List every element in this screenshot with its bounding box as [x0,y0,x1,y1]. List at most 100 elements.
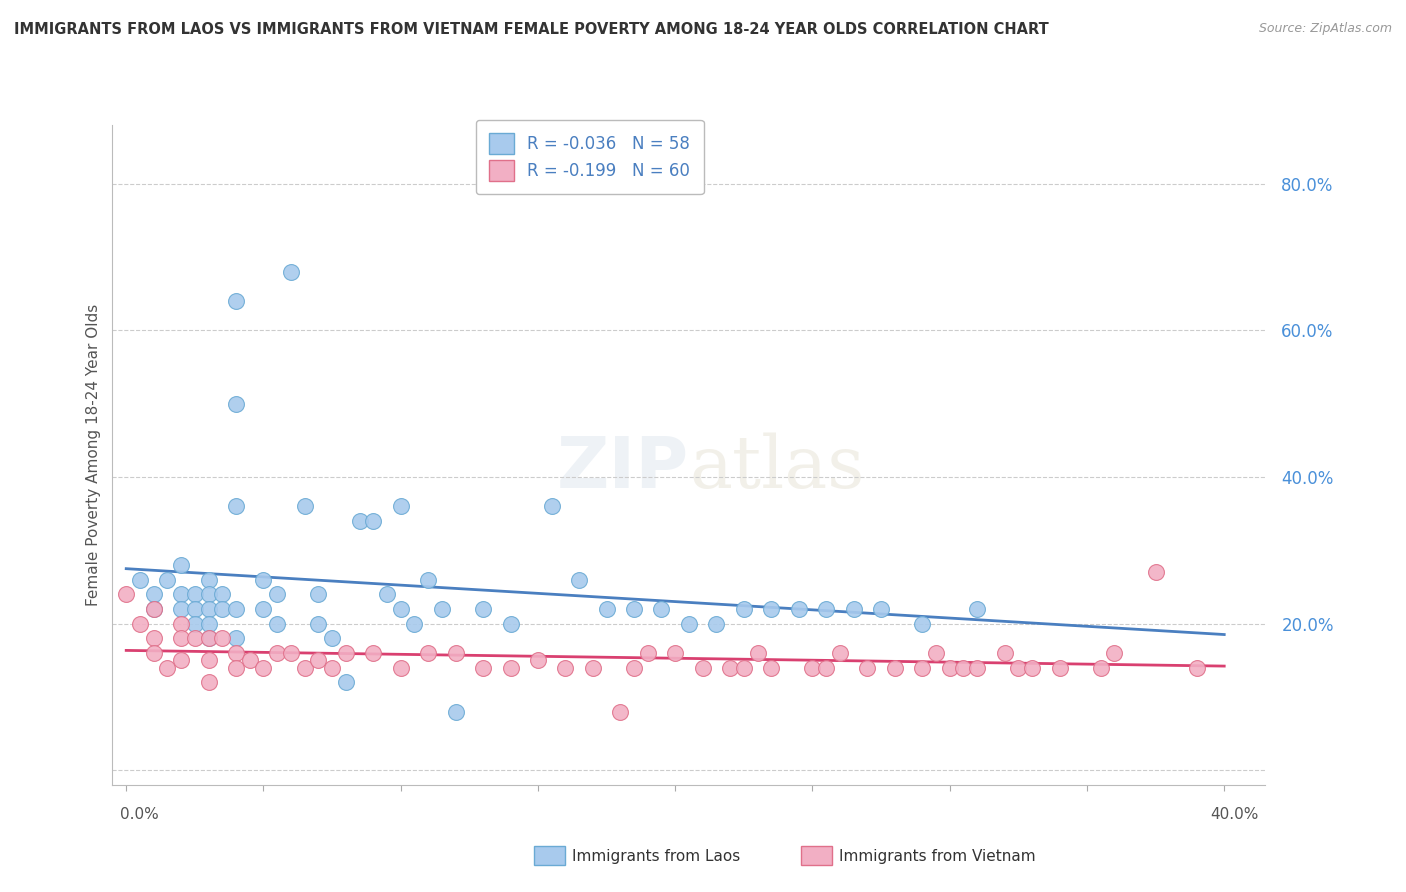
Point [1021,660,1043,674]
Point [184,632,207,646]
Point [444,705,467,719]
Point [184,602,207,616]
Point [197,675,219,690]
Point [170,602,193,616]
Point [225,293,247,308]
Point [361,646,384,660]
Point [361,514,384,528]
Point [170,653,193,667]
Point [184,587,207,601]
Point [156,660,179,674]
Point [375,587,398,601]
Point [540,500,562,514]
Point [211,587,233,601]
Point [828,646,851,660]
Y-axis label: Female Poverty Among 18-24 Year Olds: Female Poverty Among 18-24 Year Olds [86,304,101,606]
Point [472,660,495,674]
Point [664,646,686,660]
Point [499,616,522,631]
Point [252,602,274,616]
Point [197,587,219,601]
Point [692,660,714,674]
Point [349,514,371,528]
Point [761,602,783,616]
Text: atlas: atlas [689,433,865,503]
Point [197,602,219,616]
Point [527,653,550,667]
Point [239,653,262,667]
Point [156,573,179,587]
Point [568,573,591,587]
Point [252,573,274,587]
Point [444,646,467,660]
Point [418,646,440,660]
Point [266,616,288,631]
Point [170,558,193,572]
Text: 40.0%: 40.0% [1211,807,1258,822]
Point [129,616,152,631]
Point [609,705,631,719]
Point [938,660,960,674]
Point [404,616,426,631]
Point [733,602,755,616]
Point [1007,660,1029,674]
Point [197,653,219,667]
Point [197,632,219,646]
Point [718,660,741,674]
Point [170,587,193,601]
Point [129,573,152,587]
Text: IMMIGRANTS FROM LAOS VS IMMIGRANTS FROM VIETNAM FEMALE POVERTY AMONG 18-24 YEAR : IMMIGRANTS FROM LAOS VS IMMIGRANTS FROM … [14,22,1049,37]
Point [883,660,905,674]
Point [225,602,247,616]
Point [294,500,316,514]
Point [197,616,219,631]
Legend: R = -0.036   N = 58, R = -0.199   N = 60: R = -0.036 N = 58, R = -0.199 N = 60 [475,120,703,194]
Point [389,500,412,514]
Point [225,632,247,646]
Point [225,646,247,660]
Point [952,660,974,674]
Point [142,587,165,601]
Point [280,264,302,278]
Point [266,587,288,601]
Text: Immigrants from Laos: Immigrants from Laos [572,849,741,863]
Point [856,660,879,674]
Point [966,660,988,674]
Point [170,632,193,646]
Point [307,587,329,601]
Point [225,396,247,410]
Point [307,616,329,631]
Point [1104,646,1126,660]
Point [170,616,193,631]
Point [252,660,274,674]
Point [911,660,934,674]
Text: Source: ZipAtlas.com: Source: ZipAtlas.com [1258,22,1392,36]
Point [430,602,453,616]
Point [966,602,988,616]
Point [733,660,755,674]
Point [225,660,247,674]
Point [321,660,343,674]
Point [307,653,329,667]
Point [815,660,838,674]
Point [142,646,165,660]
Point [623,660,645,674]
Point [1090,660,1112,674]
Point [211,632,233,646]
Point [321,632,343,646]
Point [554,660,576,674]
Point [815,602,838,616]
Text: 0.0%: 0.0% [120,807,159,822]
Point [335,646,357,660]
Point [197,573,219,587]
Point [706,616,728,631]
Point [266,646,288,660]
Point [650,602,672,616]
Point [389,660,412,674]
Point [418,573,440,587]
Point [142,632,165,646]
Point [211,602,233,616]
Point [678,616,700,631]
Point [225,500,247,514]
Point [335,675,357,690]
